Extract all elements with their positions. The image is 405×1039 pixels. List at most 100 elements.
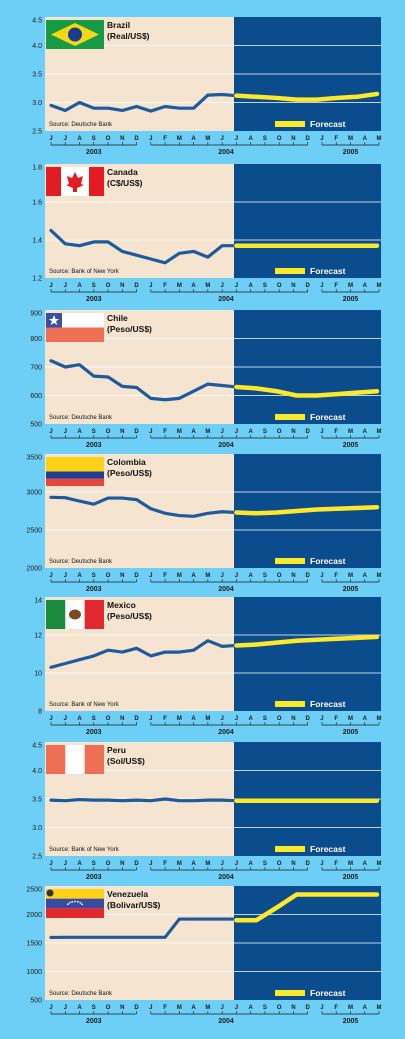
x-tick-label: O xyxy=(277,573,282,579)
y-tick-label: 1.8 xyxy=(32,165,42,172)
x-tick-label: J xyxy=(64,136,67,142)
x-tick-label: M xyxy=(377,429,382,435)
x-tick-label: S xyxy=(263,861,267,867)
year-label: 2005 xyxy=(343,296,359,303)
x-tick-label: J xyxy=(320,136,323,142)
y-tick-label: 4.0 xyxy=(32,43,42,50)
forecast-legend-swatch xyxy=(275,121,305,127)
forecast-legend-label: Forecast xyxy=(310,266,346,276)
x-tick-label: O xyxy=(277,283,282,289)
brazil-flag xyxy=(46,20,104,49)
mexico-flag xyxy=(46,600,104,629)
x-tick-label: A xyxy=(248,429,253,435)
x-tick-label: J xyxy=(235,573,238,579)
y-tick-label: 2.5 xyxy=(32,854,42,861)
x-tick-label: A xyxy=(363,1005,368,1011)
x-tick-label: N xyxy=(291,1005,295,1011)
x-tick-label: D xyxy=(306,136,311,142)
x-tick-label: J xyxy=(320,716,323,722)
chart-title: Brazil xyxy=(107,20,130,30)
x-tick-label: M xyxy=(348,136,353,142)
y-tick-label: 1.6 xyxy=(32,200,42,207)
x-tick-label: O xyxy=(106,136,111,142)
x-tick-label: O xyxy=(106,1005,111,1011)
chart-panel-brazil: 4.5 4.0 3.5 3.0 2.5 Brazil(Real/US$) Source: D… xyxy=(32,17,382,156)
x-tick-label: A xyxy=(248,573,253,579)
x-tick-label: N xyxy=(291,429,295,435)
y-tick-label: 1.4 xyxy=(32,238,42,245)
x-tick-label: A xyxy=(363,573,368,579)
x-tick-label: M xyxy=(205,429,210,435)
forecast-legend-label: Forecast xyxy=(310,699,346,709)
chart-source: Source: Bank of New York xyxy=(49,269,120,275)
x-tick-label: A xyxy=(248,136,253,142)
x-tick-label: N xyxy=(291,283,295,289)
x-tick-label: O xyxy=(106,716,111,722)
chart-title: Chile xyxy=(107,313,128,323)
x-tick-label: S xyxy=(263,136,267,142)
x-tick-label: M xyxy=(205,716,210,722)
x-tick-label: J xyxy=(49,136,52,142)
x-tick-label: N xyxy=(291,861,295,867)
x-tick-label: S xyxy=(92,429,96,435)
y-tick-label: 2.5 xyxy=(32,129,42,136)
x-tick-label: J xyxy=(235,1005,238,1011)
y-tick-label: 500 xyxy=(30,998,42,1005)
x-tick-label: D xyxy=(134,573,139,579)
year-label: 2005 xyxy=(343,729,359,736)
x-tick-label: M xyxy=(377,1005,382,1011)
y-tick-label: 600 xyxy=(30,393,42,400)
y-tick-label: 3.0 xyxy=(32,825,42,832)
x-tick-label: O xyxy=(106,573,111,579)
x-tick-label: F xyxy=(163,429,167,435)
x-tick-label: J xyxy=(220,1005,223,1011)
year-label: 2003 xyxy=(86,586,102,593)
chart-panel-mexico: 14 12 10 8 Mexico(Peso/US$) Source: Bank of N… xyxy=(34,597,382,736)
x-tick-label: F xyxy=(334,136,338,142)
x-tick-label: M xyxy=(348,1005,353,1011)
history-line xyxy=(49,228,238,265)
x-tick-label: F xyxy=(163,283,167,289)
x-tick-label: D xyxy=(306,716,311,722)
x-tick-label: S xyxy=(92,136,96,142)
x-tick-label: M xyxy=(205,861,210,867)
x-tick-label: A xyxy=(248,716,253,722)
x-tick-label: J xyxy=(49,716,52,722)
x-tick-label: J xyxy=(64,861,67,867)
x-tick-label: J xyxy=(49,1005,52,1011)
x-tick-label: N xyxy=(120,573,124,579)
y-tick-label: 2000 xyxy=(26,566,42,573)
x-tick-label: A xyxy=(248,1005,253,1011)
x-tick-label: J xyxy=(49,283,52,289)
x-tick-label: A xyxy=(77,1005,82,1011)
x-tick-label: A xyxy=(77,283,82,289)
y-tick-label: 2500 xyxy=(26,887,42,894)
forecast-legend-label: Forecast xyxy=(310,412,346,422)
x-tick-label: M xyxy=(348,283,353,289)
forecast-legend-swatch xyxy=(275,414,305,420)
chart-title: Mexico xyxy=(107,600,136,610)
x-tick-label: A xyxy=(248,283,253,289)
y-tick-label: 10 xyxy=(34,671,42,678)
x-tick-label: M xyxy=(377,283,382,289)
x-tick-label: A xyxy=(77,429,82,435)
x-tick-label: S xyxy=(92,283,96,289)
x-tick-label: A xyxy=(191,861,196,867)
x-tick-label: S xyxy=(263,716,267,722)
x-tick-label: J xyxy=(64,283,67,289)
forecast-legend-swatch xyxy=(275,268,305,274)
x-tick-label: J xyxy=(235,861,238,867)
chart-subtitle: (Real/US$) xyxy=(107,31,150,41)
x-tick-label: J xyxy=(220,716,223,722)
forecast-area xyxy=(234,164,381,278)
x-tick-label: F xyxy=(334,861,338,867)
y-tick-label: 4.5 xyxy=(32,18,42,25)
x-tick-label: D xyxy=(134,861,139,867)
chile-flag xyxy=(46,313,104,342)
x-tick-label: N xyxy=(120,429,124,435)
x-tick-label: N xyxy=(120,283,124,289)
x-tick-label: D xyxy=(306,1005,311,1011)
x-tick-label: M xyxy=(377,573,382,579)
x-tick-label: D xyxy=(306,573,311,579)
chart-source: Source: Deutsche Bank xyxy=(49,559,113,565)
